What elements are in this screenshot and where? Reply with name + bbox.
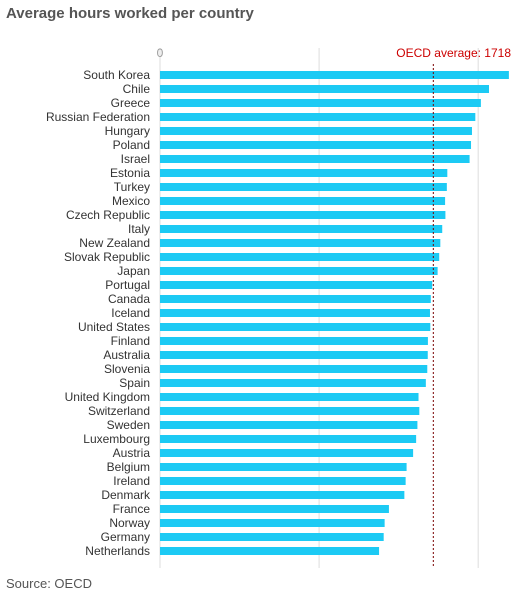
category-label: Ireland (113, 474, 150, 488)
bar (160, 393, 419, 401)
bar (160, 309, 430, 317)
bar (160, 99, 481, 107)
category-label: Netherlands (85, 544, 150, 558)
category-label: Italy (128, 222, 150, 236)
category-label: Finland (111, 334, 150, 348)
category-label: Portugal (105, 278, 150, 292)
bar (160, 379, 426, 387)
category-label: Hungary (105, 124, 150, 138)
bar (160, 505, 389, 513)
bar (160, 463, 407, 471)
category-label: Norway (109, 516, 150, 530)
source-note: Source: OECD (6, 576, 92, 591)
category-label: Chile (123, 82, 151, 96)
category-label: Czech Republic (66, 208, 150, 222)
bar (160, 85, 489, 93)
bar (160, 351, 428, 359)
bar (160, 267, 438, 275)
category-label: Denmark (101, 488, 151, 502)
category-label: South Korea (83, 68, 150, 82)
bar (160, 491, 405, 499)
bar (160, 169, 448, 177)
category-label: Greece (111, 96, 151, 110)
bar (160, 71, 509, 79)
bar (160, 435, 417, 443)
category-label: Turkey (114, 180, 150, 194)
bar (160, 253, 440, 261)
bar (160, 211, 446, 219)
category-label: New Zealand (79, 236, 150, 250)
bar (160, 239, 441, 247)
bar (160, 407, 420, 415)
category-label: United States (78, 320, 150, 334)
category-label: Estonia (110, 166, 150, 180)
bar (160, 197, 446, 205)
category-label: United Kingdom (65, 390, 150, 404)
bar (160, 519, 385, 527)
category-label: Canada (108, 292, 150, 306)
bar (160, 337, 428, 345)
category-label: France (113, 502, 151, 516)
bar (160, 449, 414, 457)
bar (160, 155, 470, 163)
category-label: Austria (113, 446, 151, 460)
category-label: Russian Federation (46, 110, 150, 124)
bar (160, 141, 472, 149)
category-label: Israel (121, 152, 150, 166)
bar (160, 547, 380, 555)
x-tick-label: 0 (157, 46, 164, 60)
bar (160, 183, 447, 191)
bar (160, 113, 476, 121)
oecd-average-label: OECD average: 1718 (396, 46, 511, 60)
bar (160, 533, 384, 541)
bar (160, 477, 406, 485)
bar (160, 225, 443, 233)
category-label: Slovak Republic (64, 250, 150, 264)
category-label: Sweden (107, 418, 150, 432)
bar (160, 365, 428, 373)
category-label: Mexico (112, 194, 150, 208)
category-label: Spain (119, 376, 150, 390)
bar (160, 421, 418, 429)
category-label: Australia (103, 348, 150, 362)
category-label: Slovenia (104, 362, 150, 376)
bar (160, 323, 431, 331)
chart-title: Average hours worked per country (6, 5, 254, 22)
category-label: Germany (101, 530, 150, 544)
bar (160, 295, 431, 303)
bar (160, 127, 472, 135)
category-label: Luxembourg (83, 432, 150, 446)
category-label: Iceland (111, 306, 150, 320)
bar (160, 281, 433, 289)
category-label: Poland (113, 138, 150, 152)
category-label: Switzerland (88, 404, 150, 418)
category-label: Japan (117, 264, 150, 278)
category-label: Belgium (107, 460, 150, 474)
